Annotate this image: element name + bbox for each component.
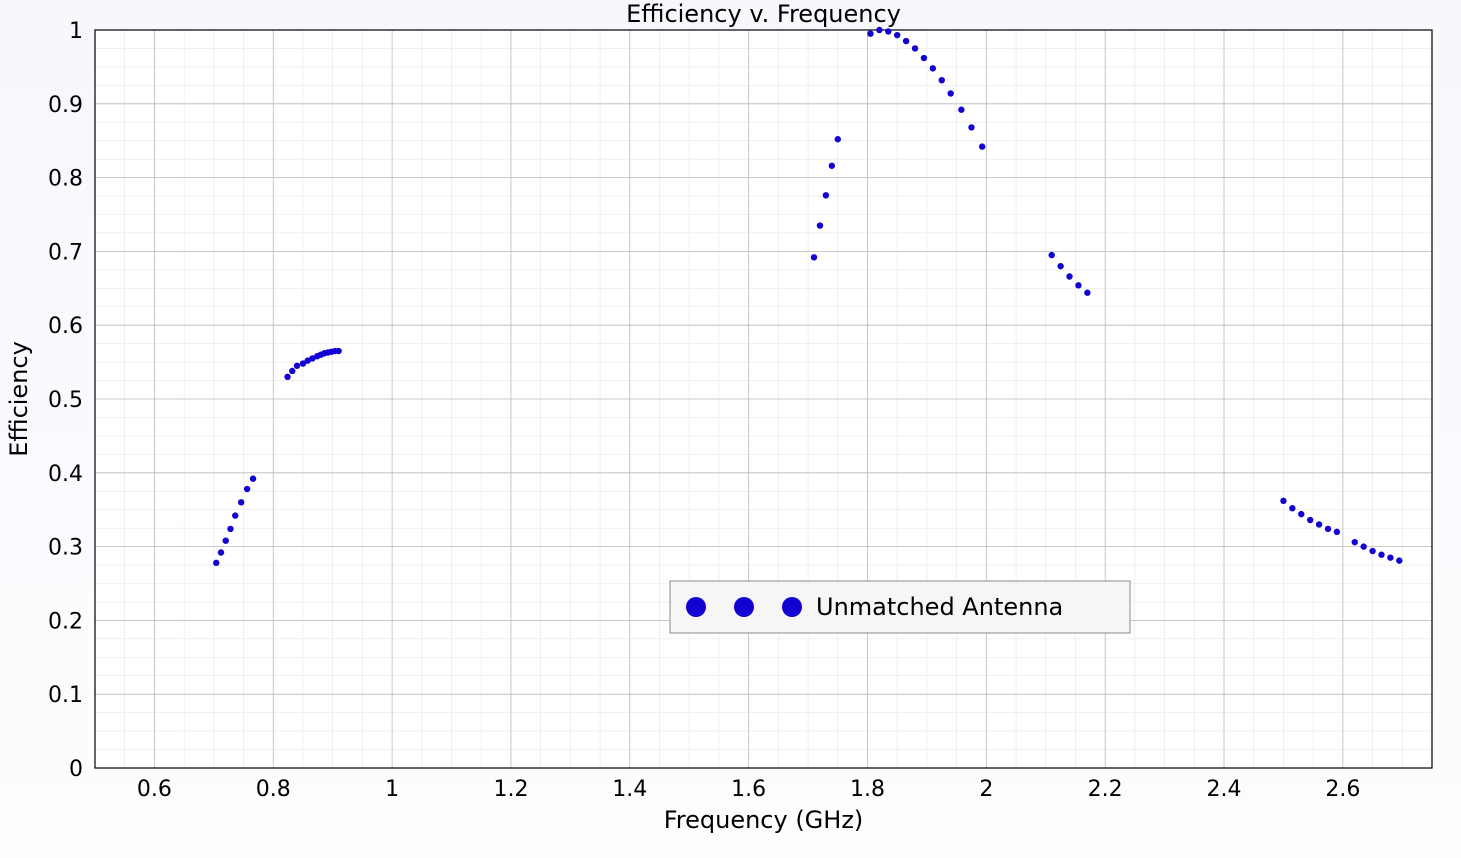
svg-text:1.2: 1.2: [493, 777, 528, 802]
svg-text:2.6: 2.6: [1325, 777, 1360, 802]
svg-text:2: 2: [979, 777, 993, 802]
svg-text:1.6: 1.6: [731, 777, 766, 802]
x-axis-label: Frequency (GHz): [664, 806, 864, 834]
svg-text:0: 0: [69, 757, 83, 782]
efficiency-vs-frequency-chart: 0.6 0.8 1 1.2 1.4 1.6 1.8 2 2.2 2.4 2.6 0 0.1 0.2 0.3…: [0, 0, 1461, 858]
svg-text:0.3: 0.3: [48, 536, 83, 561]
svg-text:0.1: 0.1: [48, 683, 83, 708]
legend-label: Unmatched Antenna: [816, 593, 1063, 621]
svg-text:1.8: 1.8: [850, 777, 885, 802]
chart-title: Efficiency v. Frequency: [626, 0, 901, 28]
svg-text:0.7: 0.7: [48, 240, 83, 265]
svg-text:1: 1: [385, 777, 399, 802]
svg-text:2.4: 2.4: [1207, 777, 1242, 802]
svg-text:2.2: 2.2: [1088, 777, 1123, 802]
svg-text:0.9: 0.9: [48, 93, 83, 118]
svg-text:1.4: 1.4: [612, 777, 647, 802]
svg-text:1: 1: [69, 19, 83, 44]
svg-text:0.5: 0.5: [48, 388, 83, 413]
chart-container: 0.6 0.8 1 1.2 1.4 1.6 1.8 2 2.2 2.4 2.6 0 0.1 0.2 0.3…: [0, 0, 1461, 858]
svg-text:0.8: 0.8: [48, 167, 83, 192]
y-axis-label: Efficiency: [5, 341, 33, 457]
svg-text:0.2: 0.2: [48, 609, 83, 634]
svg-text:0.6: 0.6: [137, 777, 172, 802]
y-tick-labels: 0 0.1 0.2 0.3 0.4 0.5 0.6 0.7 0.8 0.9 1: [48, 19, 83, 782]
x-tick-labels: 0.6 0.8 1 1.2 1.4 1.6 1.8 2 2.2 2.4 2.6: [137, 777, 1360, 802]
legend: Unmatched Antenna: [670, 581, 1130, 633]
svg-text:0.8: 0.8: [256, 777, 291, 802]
svg-text:0.4: 0.4: [48, 462, 83, 487]
svg-text:0.6: 0.6: [48, 314, 83, 339]
